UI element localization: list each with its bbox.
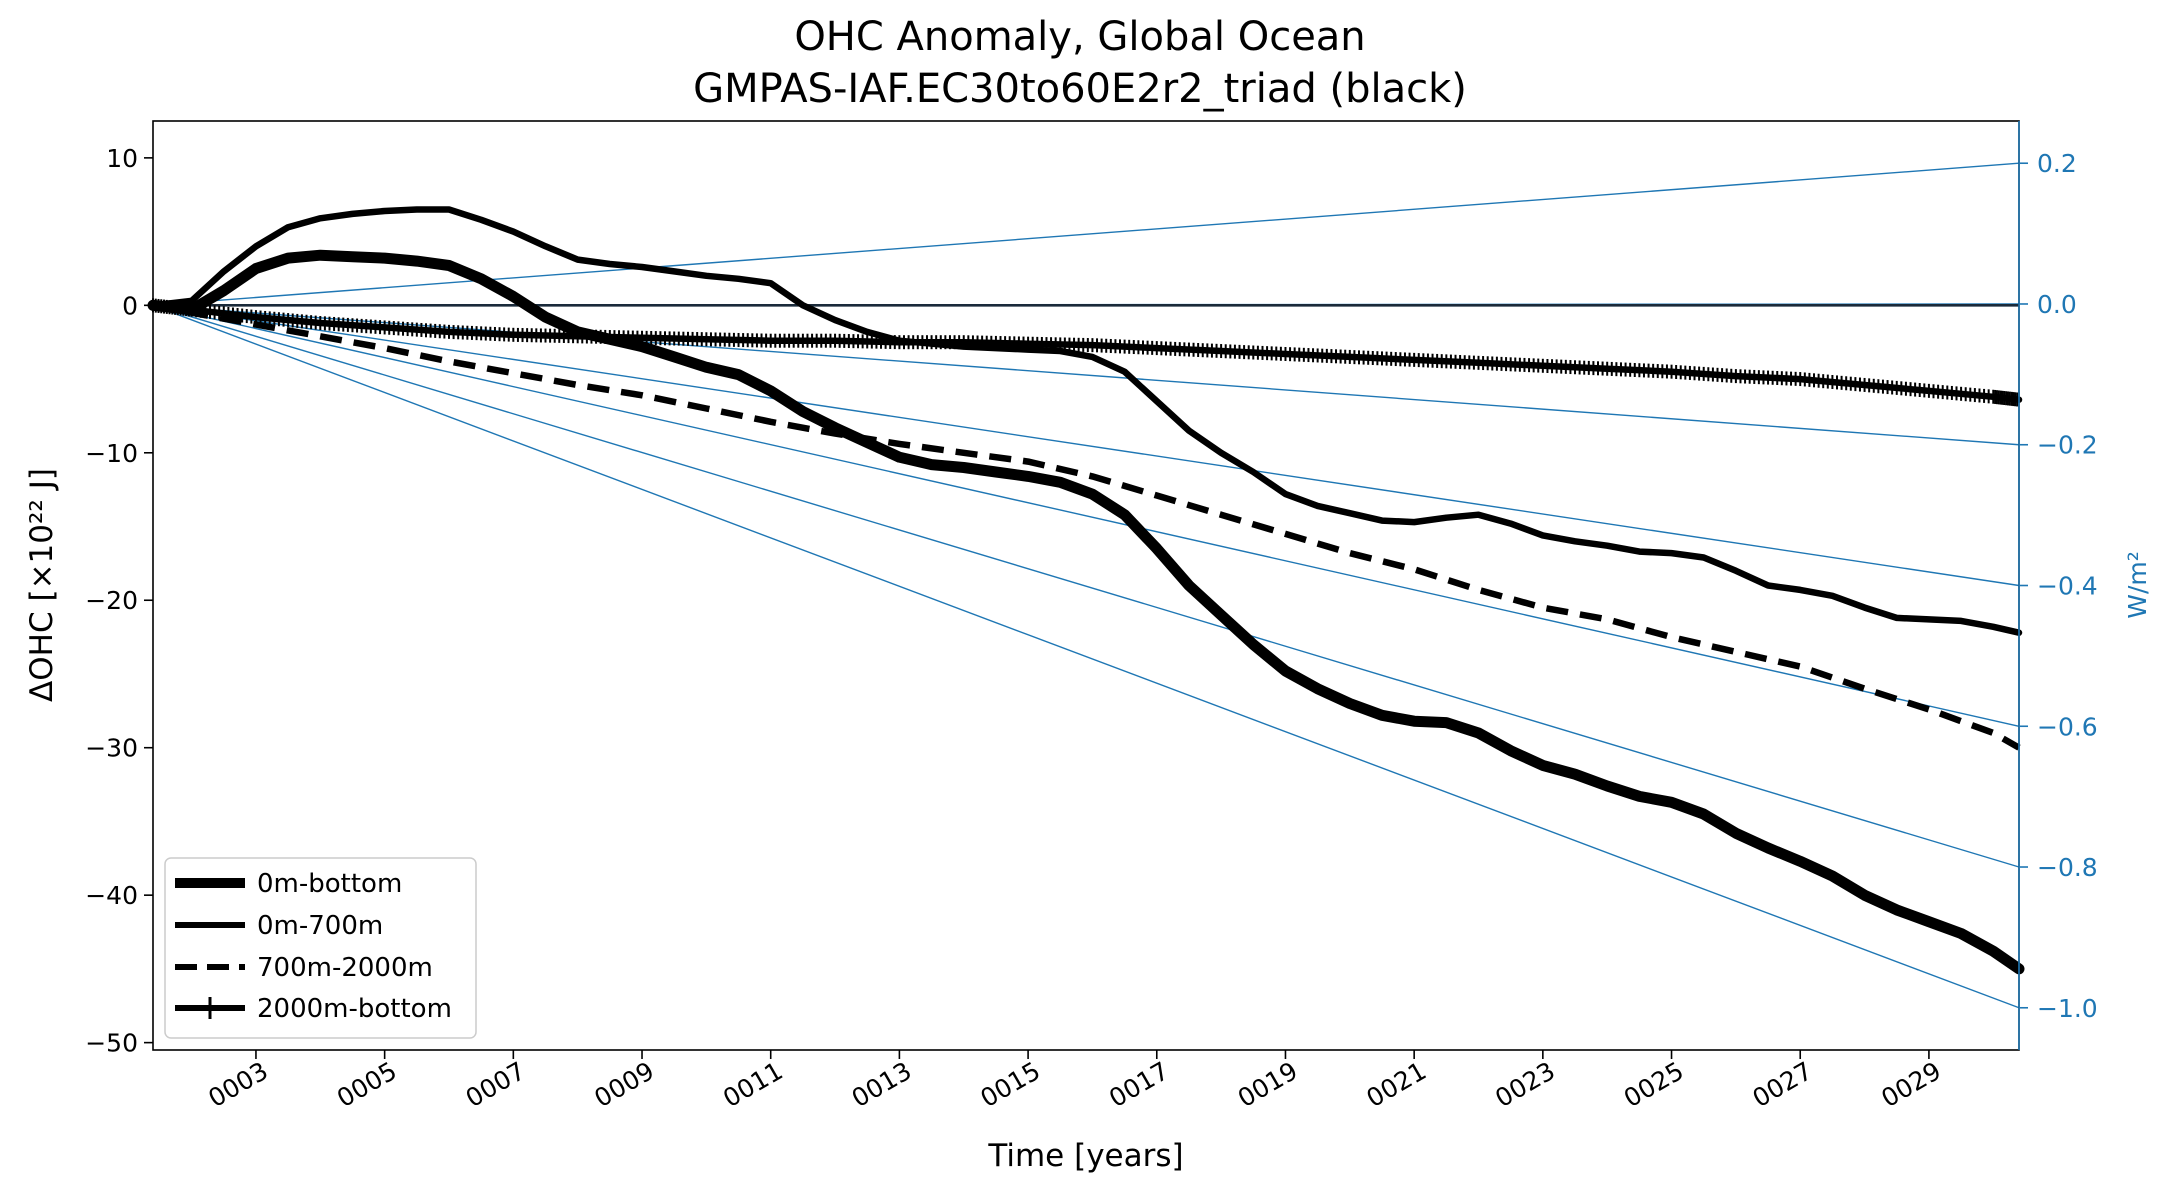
x-tick-label-3: 0009 — [589, 1056, 659, 1113]
series-line-0m-700m — [149, 206, 2023, 636]
x-tick-label-8: 0019 — [1233, 1056, 1303, 1113]
chart-subtitle: GMPAS-IAF.EC30to60E2r2_triad (black) — [693, 66, 1467, 112]
y-tick-label-6: −50 — [85, 1029, 138, 1058]
legend-label-3: 2000m-bottom — [257, 994, 452, 1024]
y2-tick-label-5: −0.8 — [2037, 853, 2098, 882]
y2-axis-label: W/m² — [2123, 551, 2152, 619]
reference-line-4 — [152, 304, 2020, 727]
y-axis-ticks: 10 0 −10 −20 −30 −40 −50 — [85, 144, 153, 1058]
y-axis-label: ΔOHC [×10²² J] — [24, 468, 60, 702]
x-tick-label-11: 0025 — [1619, 1056, 1689, 1113]
y2-axis-ticks: 0.2 0.0 −0.2 −0.4 −0.6 −0.8 −1.0 — [2019, 149, 2098, 1023]
chart-title: OHC Anomaly, Global Ocean — [794, 14, 1365, 60]
reference-line-3 — [152, 304, 2020, 587]
x-tick-label-13: 0029 — [1876, 1056, 1946, 1113]
x-tick-label-0: 0003 — [203, 1056, 273, 1113]
x-tick-label-2: 0007 — [461, 1056, 531, 1113]
y2-tick-label-0: 0.2 — [2037, 149, 2077, 178]
reference-line-5 — [152, 304, 2020, 868]
x-tick-label-7: 0017 — [1104, 1056, 1174, 1113]
y-tick-label-3: −20 — [85, 586, 138, 615]
legend-label-2: 700m-2000m — [257, 953, 433, 983]
y-tick-label-1: 0 — [122, 291, 138, 320]
x-tick-label-5: 0013 — [847, 1056, 917, 1113]
y2-tick-label-2: −0.2 — [2037, 431, 2098, 460]
y-tick-label-0: 10 — [106, 144, 138, 173]
reference-line-0 — [152, 162, 2020, 307]
x-tick-label-10: 0023 — [1490, 1056, 1560, 1113]
legend: 0m-bottom 0m-700m 700m-2000m 2000m-botto… — [164, 857, 477, 1039]
y2-tick-label-6: −1.0 — [2037, 994, 2098, 1023]
x-tick-label-1: 0005 — [332, 1056, 402, 1113]
y-tick-label-2: −10 — [85, 439, 138, 468]
legend-label-0: 0m-bottom — [257, 869, 402, 899]
series-line-0m-bottom — [147, 249, 2025, 975]
series-layer — [147, 206, 2025, 975]
x-tick-label-6: 0015 — [975, 1056, 1045, 1113]
y2-tick-label-3: −0.4 — [2037, 572, 2098, 601]
y-tick-label-5: −40 — [85, 881, 138, 910]
reference-line-2 — [152, 304, 2020, 446]
x-axis-label: Time [years] — [987, 1138, 1183, 1174]
x-tick-label-4: 0011 — [718, 1056, 788, 1113]
legend-box — [164, 857, 477, 1039]
reference-line-6 — [152, 304, 2020, 1009]
x-axis-ticks: 0003 0005 0007 0009 0011 0013 0015 0017 0019 0021… — [203, 1050, 1946, 1113]
x-tick-label-9: 0021 — [1362, 1056, 1432, 1113]
y2-tick-label-4: −0.6 — [2037, 712, 2098, 741]
y-tick-label-4: −30 — [85, 734, 138, 763]
legend-label-1: 0m-700m — [257, 911, 383, 941]
series-line-700m-2000m — [152, 302, 2021, 751]
y2-tick-label-1: 0.0 — [2037, 290, 2077, 319]
x-tick-label-12: 0027 — [1748, 1056, 1818, 1113]
